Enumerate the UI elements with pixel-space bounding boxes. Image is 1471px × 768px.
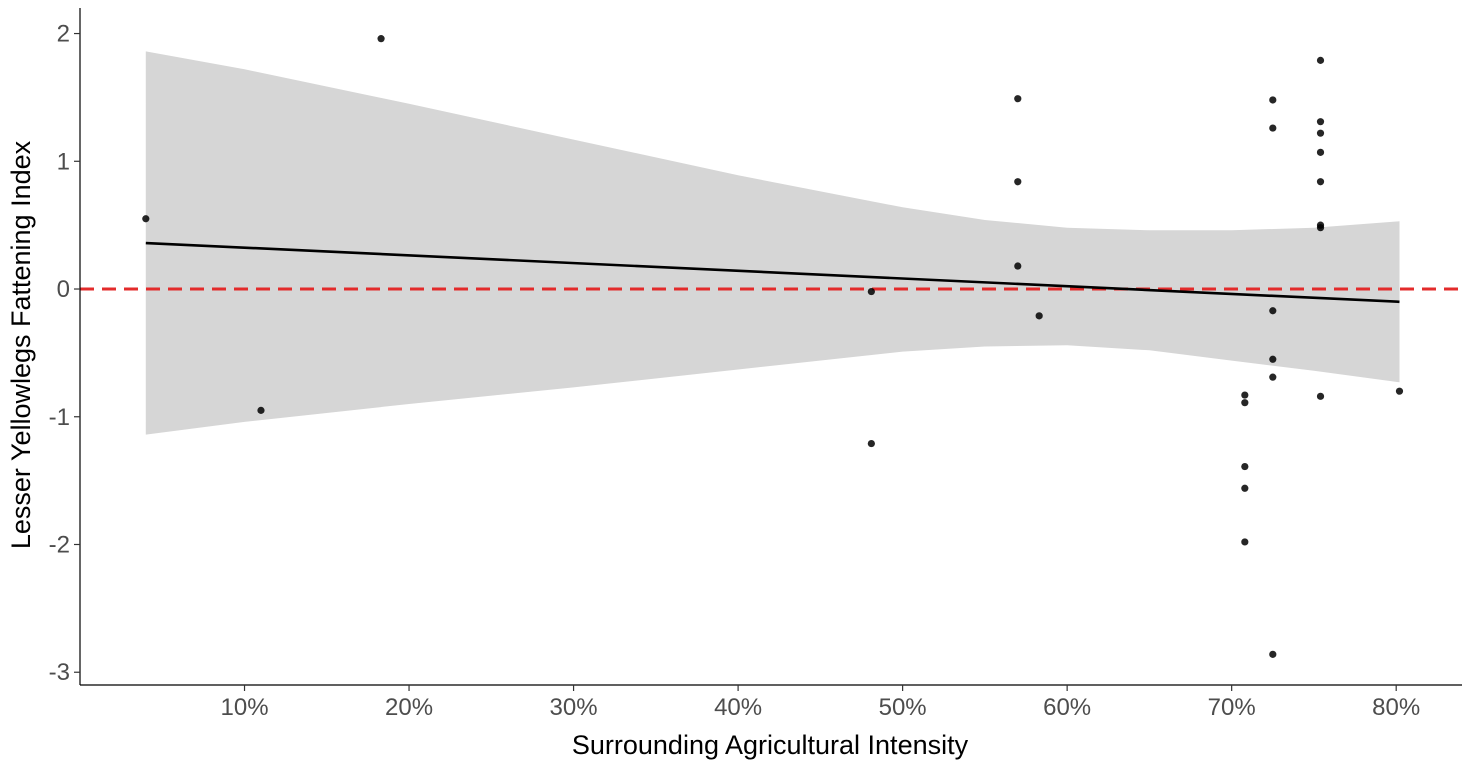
data-point-24 [1316,148,1325,156]
data-point-1 [142,215,150,223]
y-tick-label-1: -3 [49,659,70,686]
data-point-25 [1316,178,1325,186]
data-point-15 [1269,96,1277,104]
confidence-band-layer [145,51,1400,435]
x-tick-label-5: 50% [879,694,927,721]
data-point-6 [1014,95,1022,103]
x-tick-label-1: 10% [221,694,269,721]
data-point-3 [377,35,385,43]
y-tick-label-3: -1 [49,404,70,431]
x-tick-label-2: 20% [385,694,433,721]
fit-line-layer [145,241,1400,304]
y-tick-label-2: -2 [49,531,70,558]
data-point-19 [1269,373,1277,381]
y-axis-title: Lesser Yellowlegs Fattening Index [6,140,36,549]
regression-line [145,241,1400,304]
data-point-21 [1316,56,1325,64]
y-tick-label-4: 0 [57,276,70,303]
data-point-10 [1241,391,1249,399]
x-tick-label-3: 30% [550,694,598,721]
confidence-band [145,51,1400,435]
data-point-12 [1241,462,1249,471]
x-tick-label-7: 70% [1208,694,1256,721]
y-tick-label-6: 2 [57,21,70,48]
ticks-layer: 10% 20% 30% 40% 50% 60% 70% 80% -3 -2 -1 0 1 2 [49,21,1421,721]
data-point-23 [1316,129,1325,137]
data-point-27 [1316,224,1325,232]
data-point-13 [1241,484,1249,492]
data-point-29 [1395,387,1404,395]
data-point-22 [1316,118,1325,126]
data-point-7 [1014,178,1022,186]
y-tick-label-5: 1 [57,148,70,175]
data-point-9 [1035,312,1043,320]
data-point-8 [1014,262,1022,270]
data-point-16 [1269,124,1277,132]
x-axis-title: Surrounding Agricultural Intensity [572,730,969,760]
data-point-20 [1269,650,1277,658]
data-point-14 [1241,538,1249,546]
x-tick-label-6: 60% [1043,694,1091,721]
data-point-4 [867,287,875,296]
x-tick-label-4: 40% [714,694,762,721]
x-tick-label-8: 80% [1372,694,1420,721]
data-point-11 [1241,399,1249,407]
data-point-18 [1269,355,1277,363]
data-point-2 [257,406,265,414]
points-layer [142,35,1404,658]
data-point-5 [867,439,875,448]
data-point-17 [1269,307,1277,315]
data-point-28 [1316,392,1325,400]
